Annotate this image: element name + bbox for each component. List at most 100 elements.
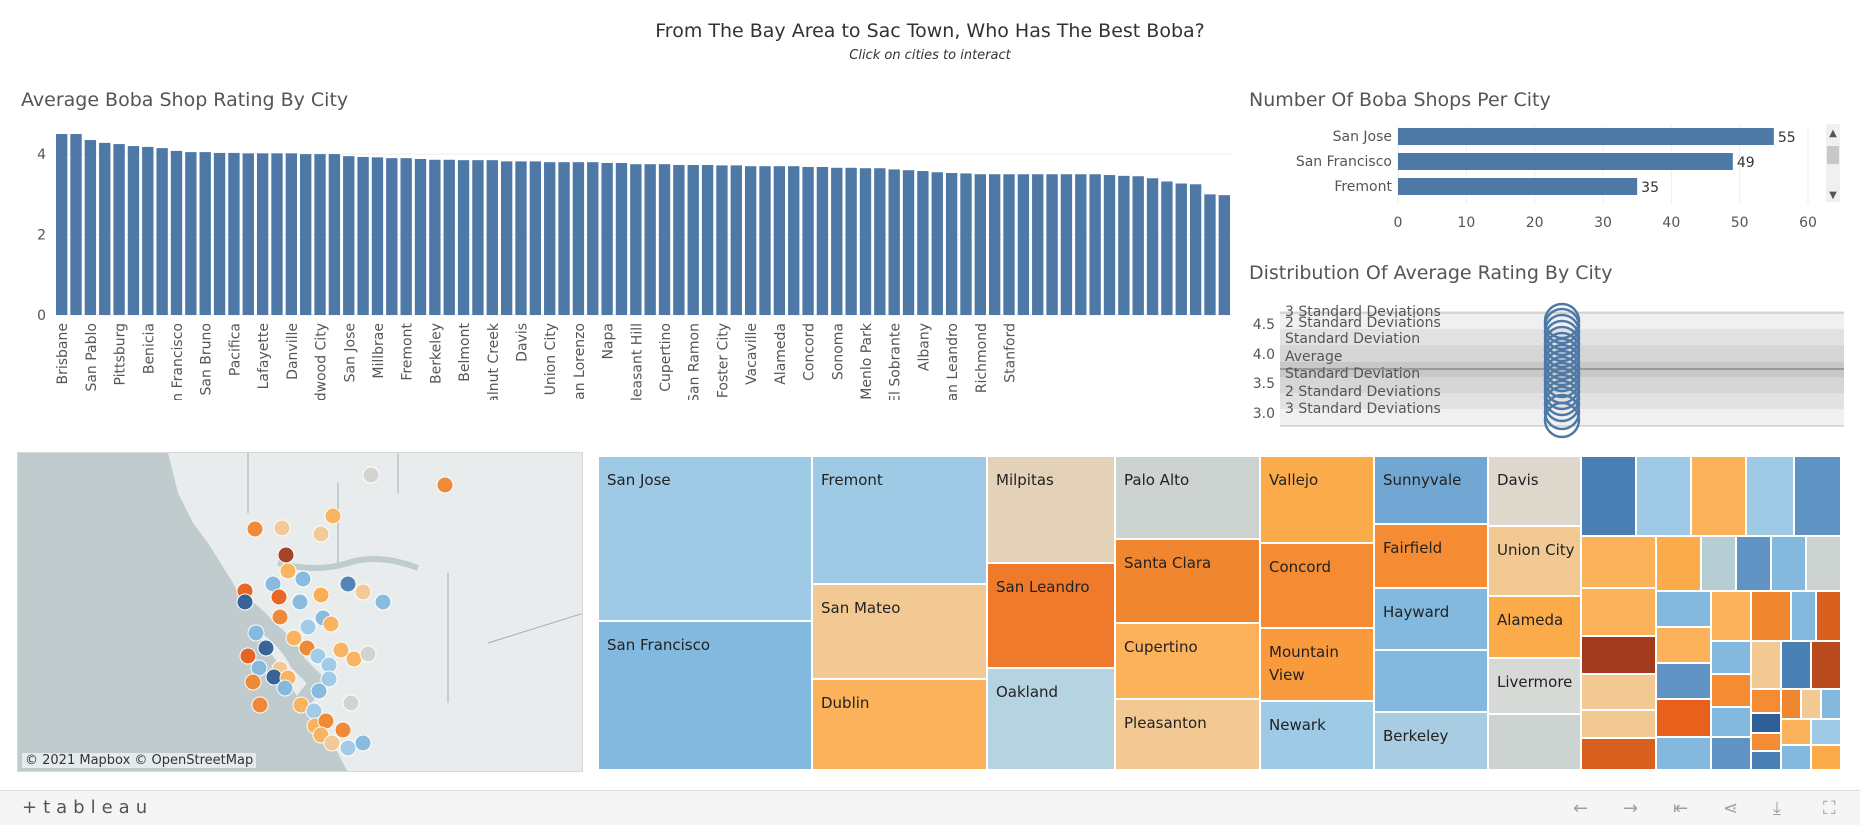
rating-bar[interactable]	[701, 164, 714, 315]
map-city-point[interactable]	[354, 583, 372, 601]
treemap-cell-unlabeled[interactable]	[1656, 699, 1711, 737]
rating-bar[interactable]	[70, 134, 82, 315]
map-city-point[interactable]	[320, 670, 338, 688]
treemap-cell-unlabeled[interactable]	[1791, 591, 1816, 641]
rating-bar[interactable]	[802, 167, 814, 315]
rating-bar[interactable]	[300, 154, 312, 315]
treemap-cell-dublin[interactable]: Dublin	[812, 679, 987, 770]
rating-bar[interactable]	[170, 150, 183, 315]
rating-bar[interactable]	[1118, 175, 1130, 315]
rating-bar[interactable]	[1103, 175, 1116, 315]
rating-bar[interactable]	[343, 156, 355, 315]
treemap-cell-fairfield[interactable]: Fairfield	[1374, 524, 1488, 588]
map-city-points[interactable]	[18, 453, 583, 772]
treemap-cell-livermore[interactable]: Livermore	[1488, 658, 1581, 714]
rating-bar[interactable]	[658, 164, 671, 315]
map-city-point[interactable]	[247, 624, 265, 642]
map-city-point[interactable]	[273, 519, 291, 537]
treemap-cell-unlabeled[interactable]	[1781, 719, 1811, 745]
rating-bar[interactable]	[429, 159, 441, 315]
treemap-cell-alameda[interactable]: Alameda	[1488, 596, 1581, 658]
rating-bar[interactable]	[1218, 195, 1230, 315]
treemap-cell-unlabeled[interactable]	[1806, 536, 1841, 591]
map-city-point[interactable]	[374, 593, 392, 611]
rating-bar[interactable]	[56, 134, 68, 315]
rating-bar[interactable]	[917, 171, 929, 315]
map-city-point[interactable]	[251, 696, 269, 714]
rating-bar[interactable]	[716, 165, 728, 315]
rating-bar[interactable]	[859, 168, 872, 315]
shops-bar-chart[interactable]: 0 10 20 30 40 50 60 San Jose 55 San Francisco 49 Fr…	[1240, 118, 1820, 236]
map-city-point[interactable]	[277, 546, 295, 564]
scroll-up-icon[interactable]: ▲	[1829, 128, 1837, 139]
rating-bar-chart[interactable]: 0 2 4 Brisbane San Pablo Pittsburg Benicia San …	[0, 110, 1240, 400]
treemap-cell-san-mateo[interactable]: San Mateo	[812, 584, 987, 679]
treemap-cell-unlabeled[interactable]	[1746, 456, 1794, 536]
rating-bar[interactable]	[228, 152, 240, 315]
treemap-cell-unlabeled[interactable]	[1811, 745, 1841, 770]
rating-bar[interactable]	[529, 161, 542, 315]
treemap-cell-unlabeled[interactable]	[1581, 710, 1656, 738]
rating-bar[interactable]	[730, 165, 742, 315]
treemap-cell-unlabeled[interactable]	[1711, 641, 1751, 674]
rating-bar[interactable]	[328, 154, 341, 315]
map-city-point[interactable]	[312, 586, 330, 604]
rating-bar[interactable]	[960, 173, 972, 315]
treemap-cell-unlabeled[interactable]	[1811, 719, 1841, 745]
map-city-point[interactable]	[294, 570, 312, 588]
rating-bar[interactable]	[1017, 174, 1030, 315]
treemap-cell-unlabeled[interactable]	[1794, 456, 1841, 536]
scroll-down-icon[interactable]: ▼	[1829, 190, 1837, 201]
download-icon[interactable]: ⤓	[1773, 798, 1781, 819]
treemap-cell-unlabeled[interactable]	[1636, 456, 1691, 536]
rating-bar[interactable]	[601, 162, 613, 315]
rating-bar[interactable]	[816, 167, 829, 315]
map-city-point[interactable]	[309, 647, 327, 665]
rating-bar[interactable]	[84, 140, 97, 315]
treemap-cell-unlabeled[interactable]	[1801, 689, 1821, 719]
tableau-logo[interactable]: +tableau	[22, 797, 154, 818]
treemap-cell-unlabeled[interactable]	[1656, 591, 1711, 627]
treemap-cell-unlabeled[interactable]	[1751, 751, 1781, 770]
treemap-cell-san-leandro[interactable]: San Leandro	[987, 563, 1115, 668]
rating-bar[interactable]	[572, 162, 585, 315]
map-city-point[interactable]	[312, 525, 330, 543]
treemap-cell-unlabeled[interactable]	[1581, 636, 1656, 674]
rating-bar[interactable]	[1146, 178, 1159, 315]
rating-bar[interactable]	[630, 164, 642, 315]
distribution-point[interactable]	[1543, 401, 1581, 439]
treemap-cell-berkeley[interactable]: Berkeley	[1374, 712, 1488, 770]
rating-bar[interactable]	[515, 161, 527, 315]
treemap-cell-unlabeled[interactable]	[1751, 689, 1781, 713]
map-city-point[interactable]	[436, 476, 454, 494]
rating-bar[interactable]	[357, 156, 369, 315]
rating-bar[interactable]	[945, 173, 958, 315]
revert-icon[interactable]: ⇤	[1673, 798, 1689, 819]
rating-bar[interactable]	[314, 154, 326, 315]
treemap-cell-santa-clara[interactable]: Santa Clara	[1115, 539, 1260, 623]
rating-bar[interactable]	[644, 164, 656, 315]
rating-bar[interactable]	[271, 153, 283, 315]
treemap-cell-unlabeled[interactable]	[1751, 713, 1781, 733]
rating-bar[interactable]	[113, 144, 125, 315]
map-city-point[interactable]	[276, 679, 294, 697]
map-city-point[interactable]	[257, 639, 275, 657]
rating-bar[interactable]	[127, 146, 140, 315]
treemap-cell-unlabeled[interactable]	[1691, 456, 1746, 536]
treemap-cell-unlabeled[interactable]	[1736, 536, 1771, 591]
rating-bar[interactable]	[285, 153, 298, 315]
treemap-cell-hayward[interactable]: Hayward	[1374, 588, 1488, 650]
rating-bar[interactable]	[558, 162, 570, 315]
distribution-point[interactable]	[1543, 393, 1581, 431]
treemap-cell-unlabeled[interactable]	[1811, 641, 1841, 689]
treemap-cell-unlabeled[interactable]	[1374, 650, 1488, 712]
map-city-point[interactable]	[323, 734, 341, 752]
rating-bar[interactable]	[988, 174, 1001, 315]
treemap-cell-milpitas[interactable]: Milpitas	[987, 456, 1115, 563]
rating-bar[interactable]	[1060, 174, 1073, 315]
distribution-points[interactable]	[1543, 302, 1581, 439]
map-city-point[interactable]	[310, 682, 328, 700]
rating-bar[interactable]	[1003, 174, 1015, 315]
map-city-point[interactable]	[342, 694, 360, 712]
treemap-cell-unlabeled[interactable]	[1821, 689, 1841, 719]
